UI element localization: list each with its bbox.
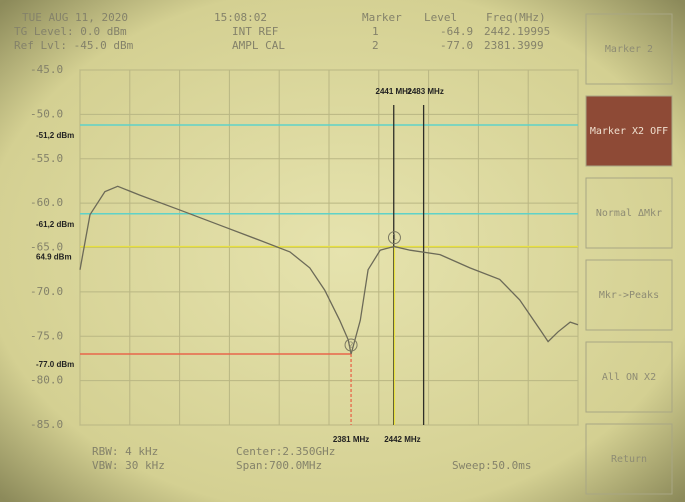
softkey-label: Mkr->Peaks xyxy=(599,290,659,301)
span: Span:700.0MHz xyxy=(236,459,322,472)
table-cell: 2442.19995 xyxy=(484,25,550,38)
table-header: Freq(MHz) xyxy=(486,11,546,24)
marker-label: 1 xyxy=(392,233,397,242)
y-tick-label: -45.0 xyxy=(30,63,63,76)
tg-level: TG Level: 0.0 dBm xyxy=(14,25,127,38)
y-tick-label: -55.0 xyxy=(30,152,63,165)
time: 15:08:02 xyxy=(214,11,267,24)
reference-label: -61,2 dBm xyxy=(36,220,74,229)
softkey-label: Return xyxy=(611,454,647,465)
date: TUE AUG 11, 2020 xyxy=(22,11,128,24)
table-header: Level xyxy=(424,11,457,24)
softkey-label: Normal ΔMkr xyxy=(596,208,662,219)
page: TUE AUG 11, 2020 15:08:02 TG Level: 0.0 … xyxy=(0,0,685,502)
softkey-label: All ON X2 xyxy=(602,372,656,383)
table-cell: -77.0 xyxy=(440,39,473,52)
y-tick-label: -75.0 xyxy=(30,329,63,342)
ampl-cal: AMPL CAL xyxy=(232,39,285,52)
ref-level: Ref Lvl: -45.0 dBm xyxy=(14,39,134,52)
marker-label: 2 xyxy=(349,341,354,350)
y-tick-label: -85.0 xyxy=(30,418,63,431)
table-cell: 2381.3999 xyxy=(484,39,544,52)
vbw: VBW: 30 kHz xyxy=(92,459,165,472)
softkey-label: Marker 2 xyxy=(605,44,653,55)
reference-label: -51,2 dBm xyxy=(36,131,74,140)
vertical-marker-label: 2483 MHz xyxy=(407,87,443,96)
center: Center:2.350GHz xyxy=(236,445,335,458)
int-ref: INT REF xyxy=(232,25,278,38)
table-cell: 2 xyxy=(372,39,379,52)
screen-bg xyxy=(0,0,685,502)
y-tick-label: -60.0 xyxy=(30,196,63,209)
table-header: Marker xyxy=(362,11,402,24)
rbw: RBW: 4 kHz xyxy=(92,445,158,458)
vertical-marker-label: 2381 MHz xyxy=(333,435,369,444)
y-tick-label: -80.0 xyxy=(30,374,63,387)
reference-label: -77.0 dBm xyxy=(36,360,74,369)
y-tick-label: -50.0 xyxy=(30,107,63,120)
table-cell: 1 xyxy=(372,25,379,38)
screen: TUE AUG 11, 2020 15:08:02 TG Level: 0.0 … xyxy=(0,0,685,502)
reference-label: 64.9 dBm xyxy=(36,253,72,262)
y-tick-label: -70.0 xyxy=(30,285,63,298)
softkey-label: Marker X2 OFF xyxy=(590,126,668,137)
y-tick-label: -65.0 xyxy=(30,241,63,254)
vertical-marker-label: 2442 MHz xyxy=(384,435,420,444)
table-cell: -64.9 xyxy=(440,25,473,38)
sweep: Sweep:50.0ms xyxy=(452,459,531,472)
